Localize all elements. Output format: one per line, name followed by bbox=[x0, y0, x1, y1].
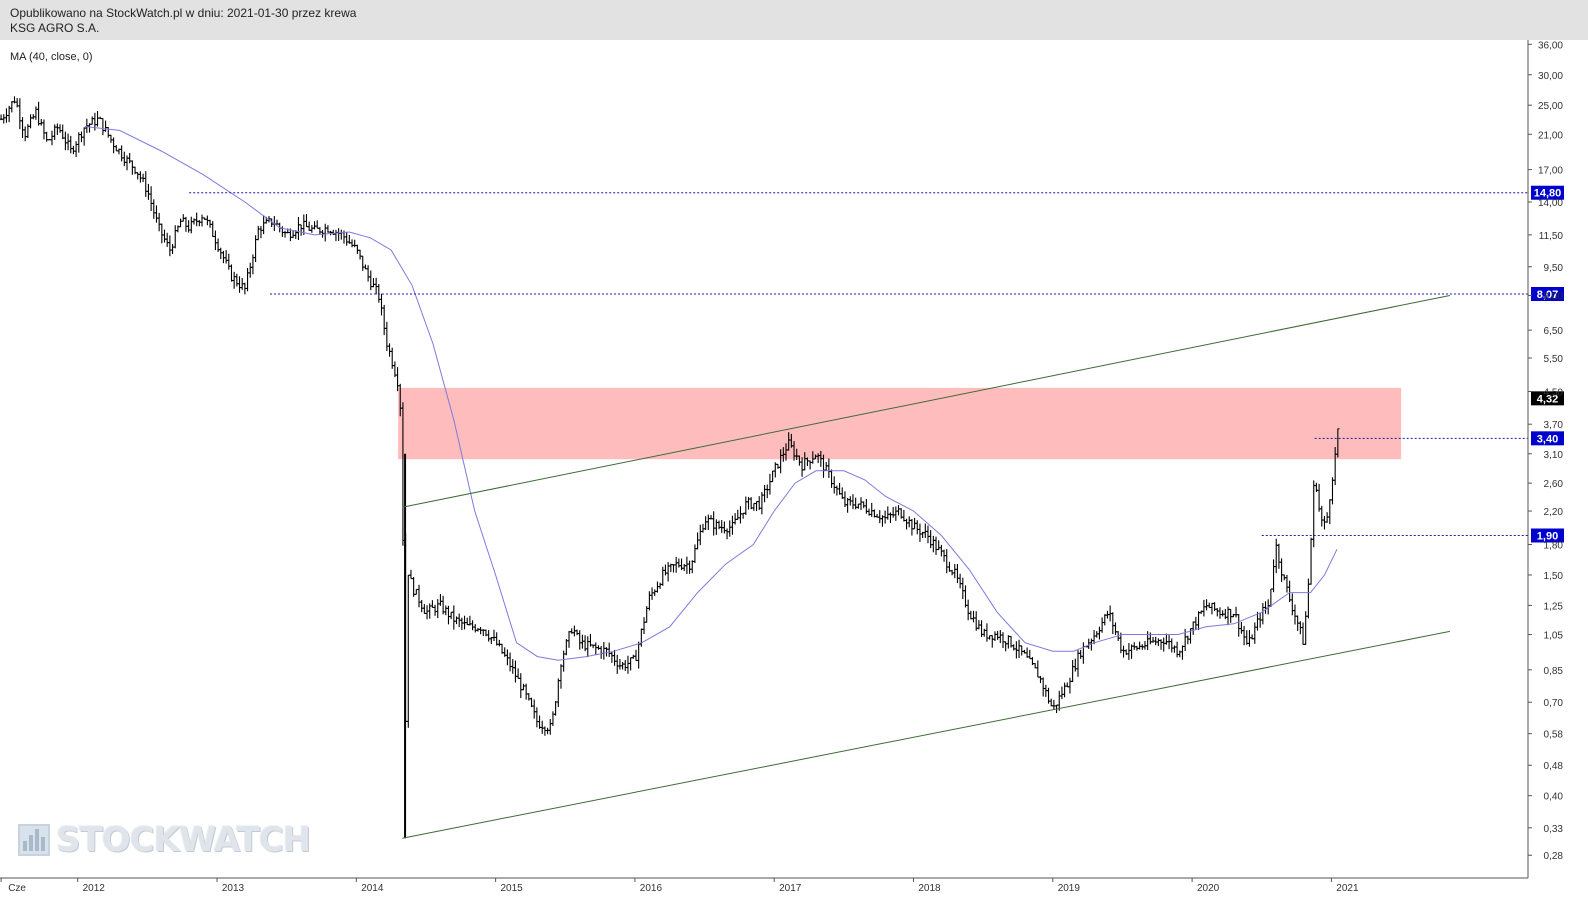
y-tick-label: 2,20 bbox=[1544, 507, 1564, 518]
y-tick-label: 6,50 bbox=[1544, 326, 1564, 337]
x-tick-label: 2016 bbox=[640, 883, 663, 894]
y-tick-label: 4,50 bbox=[1544, 388, 1564, 399]
x-tick-label: 2021 bbox=[1336, 883, 1359, 894]
x-tick-label: 2019 bbox=[1058, 883, 1081, 894]
price-level-tag bbox=[1531, 528, 1564, 543]
ticker-name: KSG AGRO S.A. bbox=[10, 21, 100, 35]
y-tick-label: 2,60 bbox=[1544, 479, 1564, 490]
trendline bbox=[402, 294, 1450, 508]
price-levels-group: 14,80 8,07 3,40 1,90 4,32 bbox=[189, 185, 1564, 543]
y-tick-label: 30,00 bbox=[1538, 71, 1563, 82]
y-tick-label: 9,50 bbox=[1544, 263, 1564, 274]
price-level-label: 1,90 bbox=[1537, 531, 1558, 543]
y-tick-label: 1,50 bbox=[1544, 571, 1564, 582]
y-tick-label: 0,28 bbox=[1544, 851, 1564, 862]
indicator-label: MA (40, close, 0) bbox=[10, 51, 93, 63]
stockwatch-watermark: STOCKWATCH bbox=[18, 820, 311, 860]
x-tick-label: 2020 bbox=[1197, 883, 1220, 894]
x-tick-label: 2018 bbox=[918, 883, 941, 894]
y-tick-label: 8,00 bbox=[1544, 291, 1564, 302]
y-tick-label: 21,00 bbox=[1538, 130, 1563, 141]
y-tick-label: 5,50 bbox=[1544, 354, 1564, 365]
y-tick-label: 0,48 bbox=[1544, 761, 1564, 772]
price-level-tag bbox=[1531, 431, 1564, 446]
price-series-group bbox=[0, 96, 1340, 839]
watermark-text: STOCKWATCH bbox=[56, 820, 311, 860]
y-tick-label: 3,10 bbox=[1544, 450, 1564, 461]
trendline bbox=[402, 630, 1450, 839]
y-tick-label: 0,40 bbox=[1544, 792, 1564, 803]
trendlines-group bbox=[402, 294, 1450, 839]
x-tick-label: 2015 bbox=[500, 883, 523, 894]
y-tick-label: 0,33 bbox=[1544, 824, 1564, 835]
price-level-label: 3,40 bbox=[1537, 433, 1558, 445]
y-tick-label: 36,00 bbox=[1538, 40, 1563, 51]
y-tick-label: 1,80 bbox=[1544, 541, 1564, 552]
x-tick-label: Cze bbox=[8, 883, 26, 894]
y-tick-label: 0,70 bbox=[1544, 698, 1564, 709]
y-tick-label: 3,70 bbox=[1544, 420, 1564, 431]
resistance-zone-group bbox=[398, 387, 1402, 460]
moving-average-line bbox=[84, 126, 1338, 661]
price-level-tag bbox=[1531, 287, 1564, 301]
chart-header: Opublikowano na StockWatch.pl w dniu: 20… bbox=[0, 0, 1588, 40]
x-tick-label: 2017 bbox=[779, 883, 802, 894]
x-tick-label: 2014 bbox=[361, 883, 384, 894]
last-price-tag bbox=[1531, 391, 1564, 406]
published-info: Opublikowano na StockWatch.pl w dniu: 20… bbox=[10, 6, 357, 20]
x-tick-label: 2012 bbox=[83, 883, 106, 894]
moving-average-group bbox=[84, 126, 1338, 661]
y-tick-label: 1,05 bbox=[1544, 631, 1564, 642]
y-tick-label: 25,00 bbox=[1538, 101, 1563, 112]
y-tick-label: 1,25 bbox=[1544, 601, 1564, 612]
price-level-label: 8,07 bbox=[1537, 289, 1558, 301]
y-tick-label: 11,50 bbox=[1539, 231, 1564, 242]
y-tick-label: 0,58 bbox=[1544, 730, 1564, 741]
price-level-label: 14,80 bbox=[1534, 188, 1562, 200]
x-tick-label: 2013 bbox=[222, 883, 245, 894]
y-tick-label: 17,00 bbox=[1538, 166, 1563, 177]
bar-chart-icon bbox=[18, 824, 50, 856]
y-tick-label: 14,00 bbox=[1538, 198, 1563, 209]
y-tick-label: 0,85 bbox=[1544, 666, 1564, 677]
price-level-tag bbox=[1531, 185, 1564, 200]
axes-group: 36,00 30,00 25,00 21,00 17,00 14,00 11,50 9,50 8… bbox=[0, 40, 1563, 894]
last-price-label: 4,32 bbox=[1537, 393, 1558, 405]
resistance-zone bbox=[398, 387, 1402, 460]
